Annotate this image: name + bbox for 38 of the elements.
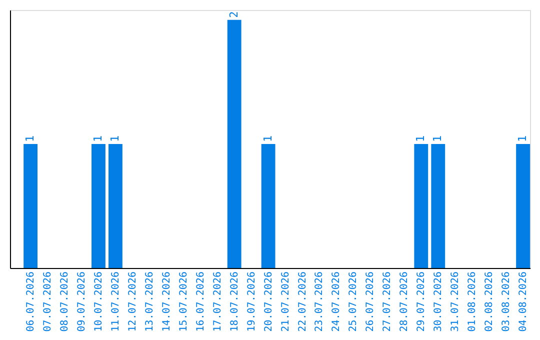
data-label: 1 bbox=[261, 135, 274, 142]
data-label: 1 bbox=[24, 135, 37, 142]
x-tick-label: 10.07.2026 bbox=[93, 272, 104, 332]
x-tick-label: 04.08.2026 bbox=[518, 272, 530, 332]
x-tick-label: 09.07.2026 bbox=[76, 272, 88, 332]
data-label: 1 bbox=[414, 135, 428, 142]
x-tick-label: 30.07.2026 bbox=[433, 272, 444, 332]
x-tick-label: 14.07.2026 bbox=[161, 272, 172, 332]
x-tick-label: 22.07.2026 bbox=[297, 272, 308, 332]
data-label: 1 bbox=[108, 135, 122, 142]
x-tick-label: 17.07.2026 bbox=[212, 272, 224, 332]
x-tick-label: 20.07.2026 bbox=[263, 272, 274, 332]
x-tick-label: 31.07.2026 bbox=[450, 272, 462, 332]
x-tick-label: 16.07.2026 bbox=[195, 272, 206, 332]
x-tick-label: 01.08.2026 bbox=[467, 272, 478, 332]
x-tick-label: 02.08.2026 bbox=[484, 272, 496, 332]
x-tick-label: 18.07.2026 bbox=[229, 272, 240, 332]
x-tick-label: 29.07.2026 bbox=[416, 272, 428, 332]
x-tick-label: 25.07.2026 bbox=[348, 272, 360, 332]
x-tick-label: 07.07.2026 bbox=[42, 272, 54, 332]
data-label: 1 bbox=[516, 135, 530, 142]
data-label: 1 bbox=[431, 135, 444, 142]
x-tick-label: 12.07.2026 bbox=[127, 272, 138, 332]
x-tick-label: 27.07.2026 bbox=[382, 272, 394, 332]
x-tick-label: 23.07.2026 bbox=[314, 272, 326, 332]
x-tick-label: 19.07.2026 bbox=[246, 272, 258, 332]
x-tick-label: 26.07.2026 bbox=[365, 272, 376, 332]
x-tick-label: 13.07.2026 bbox=[144, 272, 156, 332]
x-tick-label: 28.07.2026 bbox=[399, 272, 410, 332]
data-label: 1 bbox=[91, 135, 104, 142]
x-tick-label: 15.07.2026 bbox=[178, 272, 190, 332]
x-tick-label: 21.07.2026 bbox=[280, 272, 292, 332]
x-tick-label: 03.08.2026 bbox=[501, 272, 512, 332]
x-tick-label: 06.07.2026 bbox=[26, 272, 37, 332]
x-tick-label: 24.07.2026 bbox=[331, 272, 342, 332]
x-tick-label: 11.07.2026 bbox=[110, 272, 122, 332]
data-label: 2 bbox=[227, 11, 240, 18]
x-tick-label: 08.07.2026 bbox=[60, 272, 71, 332]
